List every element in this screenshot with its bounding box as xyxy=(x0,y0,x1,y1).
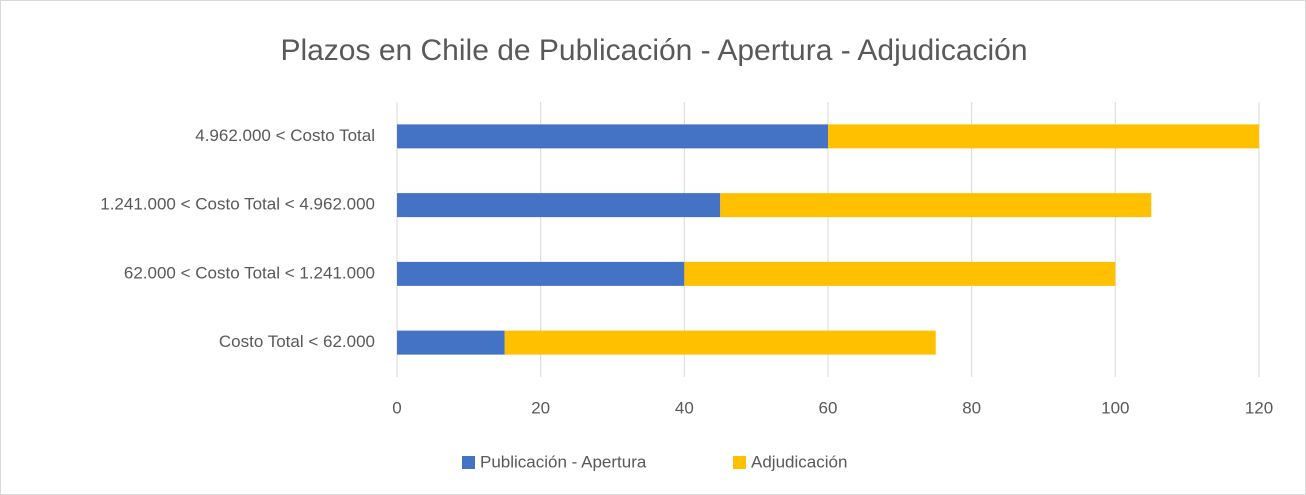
bar-segment xyxy=(397,193,721,218)
legend-label: Publicación - Apertura xyxy=(480,452,647,471)
bar-segment xyxy=(397,124,828,149)
bar-segment xyxy=(684,261,1116,286)
y-tick-label: Costo Total < 62.000 xyxy=(219,332,375,351)
x-tick-label: 120 xyxy=(1245,398,1273,417)
y-tick-label: 1.241.000 < Costo Total < 4.962.000 xyxy=(100,195,375,214)
legend-swatch xyxy=(462,456,475,469)
bar-segment xyxy=(720,193,1152,218)
x-tick-label: 80 xyxy=(962,398,981,417)
y-tick-label: 4.962.000 < Costo Total xyxy=(195,126,375,145)
chart-title: Plazos en Chile de Publicación - Apertur… xyxy=(280,34,1027,67)
x-tick-label: 20 xyxy=(531,398,550,417)
x-tick-label: 60 xyxy=(819,398,838,417)
bar-segment xyxy=(828,124,1259,149)
legend-label: Adjudicación xyxy=(751,452,847,471)
legend-swatch xyxy=(733,456,746,469)
x-tick-label: 0 xyxy=(392,398,401,417)
bar-segment xyxy=(397,261,685,286)
bar-segment xyxy=(504,330,936,355)
x-tick-label: 100 xyxy=(1101,398,1129,417)
bar-segment xyxy=(397,330,505,355)
y-tick-label: 62.000 < Costo Total < 1.241.000 xyxy=(124,263,375,282)
x-tick-label: 40 xyxy=(675,398,694,417)
